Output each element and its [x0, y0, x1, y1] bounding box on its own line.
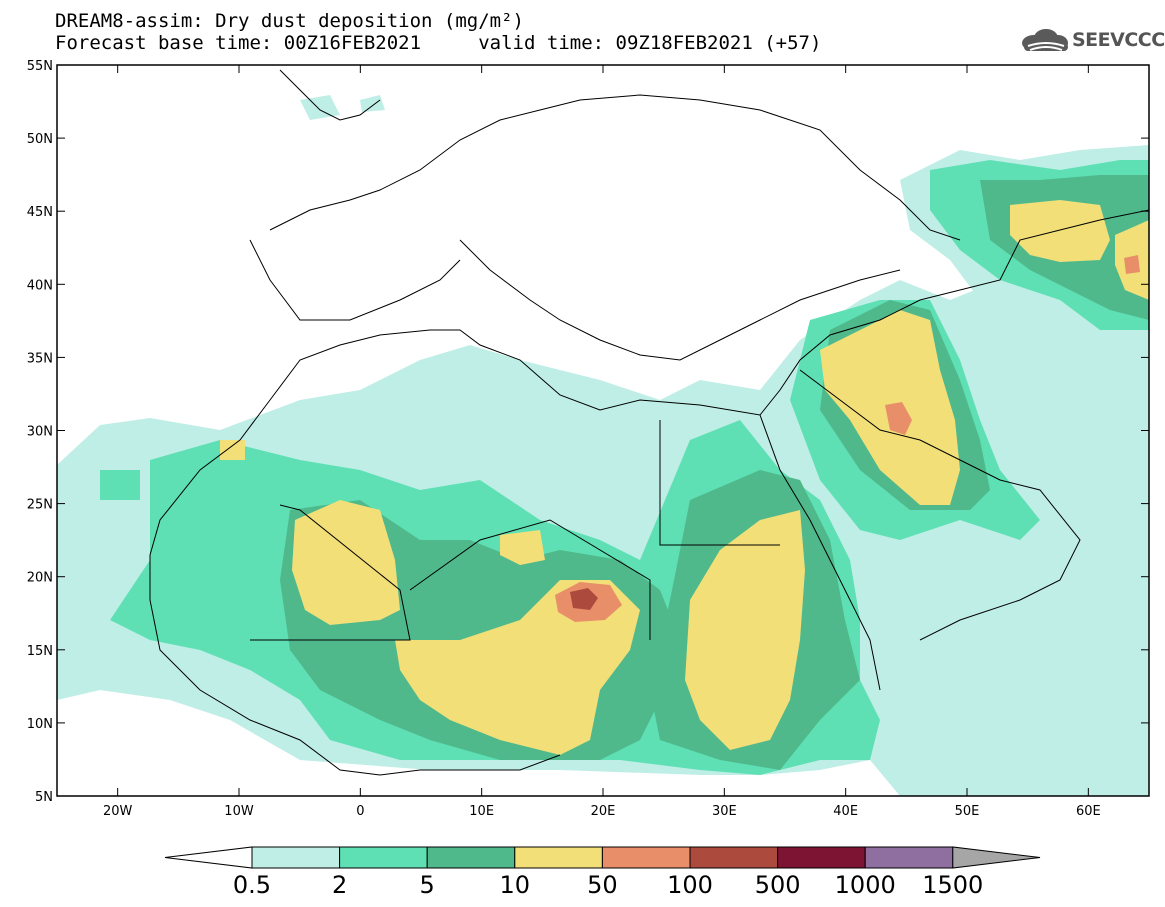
forecast-time-info: Forecast base time: 00Z16FEB2021 valid t… [55, 32, 822, 54]
map-title: DREAM8-assim: Dry dust deposition (mg/m²… [55, 10, 524, 32]
lon-tick-label: 10W [224, 804, 254, 819]
lat-tick-label: 45N [27, 205, 53, 220]
colorbar-label: 0.5 [233, 871, 271, 899]
lon-tick-label: 60E [1076, 804, 1101, 819]
lat-tick-label: 25N [27, 498, 53, 513]
colorbar-label: 100 [667, 871, 713, 899]
colorbar-label: 1500 [922, 871, 983, 899]
lat-tick-label: 15N [27, 644, 53, 659]
colorbar-swatch [514, 846, 603, 869]
logo-text: SEEVCCC [1072, 29, 1165, 51]
lon-tick-label: 30E [712, 804, 737, 819]
cloud-icon [1022, 29, 1068, 51]
lat-tick-label: 50N [27, 132, 53, 147]
colorbar-swatch [601, 846, 691, 869]
lat-tick-label: 35N [27, 351, 53, 366]
colorbar-label: 1000 [835, 871, 896, 899]
dust-level-100 [570, 588, 598, 610]
colorbar-label: 500 [755, 871, 801, 899]
coastlines [149, 69, 1149, 776]
lon-tick-label: 20W [103, 804, 133, 819]
colorbar-swatch [689, 846, 779, 869]
lat-tick-label: 20N [27, 571, 53, 586]
colorbar-swatch [426, 846, 516, 869]
colorbar-label: 10 [500, 871, 531, 899]
colorbar-swatch [251, 846, 341, 869]
lat-tick-label: 30N [27, 425, 53, 440]
colorbar-swatch [777, 846, 866, 869]
lon-tick-label: 0 [356, 804, 364, 819]
lat-tick-label: 40N [27, 278, 53, 293]
colorbar-label: 2 [332, 871, 347, 899]
lon-tick-label: 50E [955, 804, 980, 819]
lon-tick-label: 40E [833, 804, 858, 819]
colorbar-swatch [864, 846, 954, 869]
lon-tick-label: 10E [469, 804, 494, 819]
colorbar-under-arrow [164, 846, 253, 869]
lon-tick-label: 20E [591, 804, 616, 819]
colorbar-swatch [339, 846, 428, 869]
colorbar-over-arrow [952, 846, 1041, 869]
colorbar-label: 50 [587, 871, 618, 899]
lat-tick-label: 5N [35, 790, 53, 805]
longitude-axis: 20W 10W 0 10E 20E 30E 40E 50E 60E [103, 65, 1101, 819]
latitude-axis: 55N 50N 45N 40N 35N 30N 25N 20N 15N 10N 5N [27, 59, 1149, 805]
lat-tick-label: 55N [27, 59, 53, 74]
lat-tick-label: 10N [27, 717, 53, 732]
colorbar-label: 5 [420, 871, 435, 899]
